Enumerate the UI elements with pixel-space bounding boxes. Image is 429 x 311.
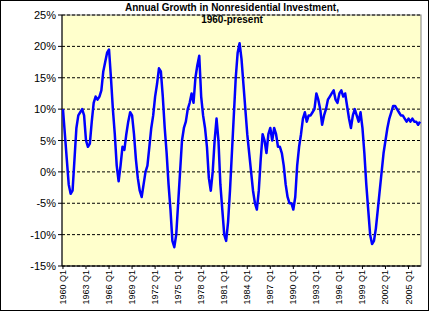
y-tick xyxy=(58,266,62,267)
x-tick-label: 1999 Q1 xyxy=(357,270,367,305)
x-tick xyxy=(224,266,225,269)
y-tick xyxy=(58,171,62,172)
y-tick xyxy=(58,109,62,110)
x-axis xyxy=(62,266,421,267)
x-tick-label: 1978 Q1 xyxy=(196,270,206,305)
x-tick xyxy=(155,266,156,269)
x-tick xyxy=(385,266,386,269)
y-tick-label: 10% xyxy=(34,103,56,115)
plot-marks xyxy=(63,43,420,247)
y-tick-label: -10% xyxy=(30,229,56,241)
y-tick xyxy=(58,15,62,16)
x-tick xyxy=(339,266,340,269)
x-tick xyxy=(132,266,133,269)
x-tick xyxy=(270,266,271,269)
x-tick-label: 1975 Q1 xyxy=(173,270,183,305)
y-axis xyxy=(62,15,63,266)
y-tick-label: 15% xyxy=(34,72,56,84)
x-tick xyxy=(316,266,317,269)
x-tick-label: 1972 Q1 xyxy=(150,270,160,305)
x-tick xyxy=(362,266,363,269)
grid-line xyxy=(62,234,421,235)
x-tick-label: 1993 Q1 xyxy=(311,270,321,305)
x-tick-label: 1990 Q1 xyxy=(288,270,298,305)
x-tick-label: 2005 Q1 xyxy=(404,270,414,305)
grid-line xyxy=(62,15,421,16)
y-tick-label: 20% xyxy=(34,40,56,52)
y-tick-label: -15% xyxy=(30,260,56,272)
x-tick xyxy=(408,266,409,269)
grid-line xyxy=(62,46,421,47)
y-tick xyxy=(58,234,62,235)
x-tick-label: 1981 Q1 xyxy=(219,270,229,305)
x-tick xyxy=(85,266,86,269)
x-tick-label: 1969 Q1 xyxy=(127,270,137,305)
x-tick xyxy=(178,266,179,269)
y-tick xyxy=(58,46,62,47)
x-tick xyxy=(109,266,110,269)
y-tick-label: -5% xyxy=(36,197,56,209)
y-tick xyxy=(58,203,62,204)
x-tick-label: 1984 Q1 xyxy=(242,270,252,305)
x-tick-label: 1960 Q1 xyxy=(58,270,68,305)
x-tick-label: 1987 Q1 xyxy=(265,270,275,305)
y-tick-label: 25% xyxy=(34,9,56,21)
x-tick xyxy=(62,266,63,269)
x-tick-label: 1966 Q1 xyxy=(104,270,114,305)
x-tick xyxy=(247,266,248,269)
x-tick-label: 1996 Q1 xyxy=(334,270,344,305)
x-tick-label: 1963 Q1 xyxy=(81,270,91,305)
chart-border xyxy=(1,1,429,311)
title: Annual Growth in Nonresidential Investme… xyxy=(125,2,339,25)
y-tick xyxy=(58,77,62,78)
series-line xyxy=(63,43,420,247)
x-tick xyxy=(201,266,202,269)
x-tick xyxy=(293,266,294,269)
y-tick xyxy=(58,140,62,141)
chart: Annual Growth in Nonresidential Investme… xyxy=(0,0,429,311)
x-tick-label: 2002 Q1 xyxy=(380,270,390,305)
y-tick-label: 5% xyxy=(40,135,56,147)
plot-area xyxy=(62,15,421,266)
y-tick-label: 0% xyxy=(40,166,56,178)
grid-line xyxy=(62,77,421,78)
grid-line xyxy=(62,109,421,110)
grid-line xyxy=(62,266,421,267)
grid-line xyxy=(62,171,421,172)
